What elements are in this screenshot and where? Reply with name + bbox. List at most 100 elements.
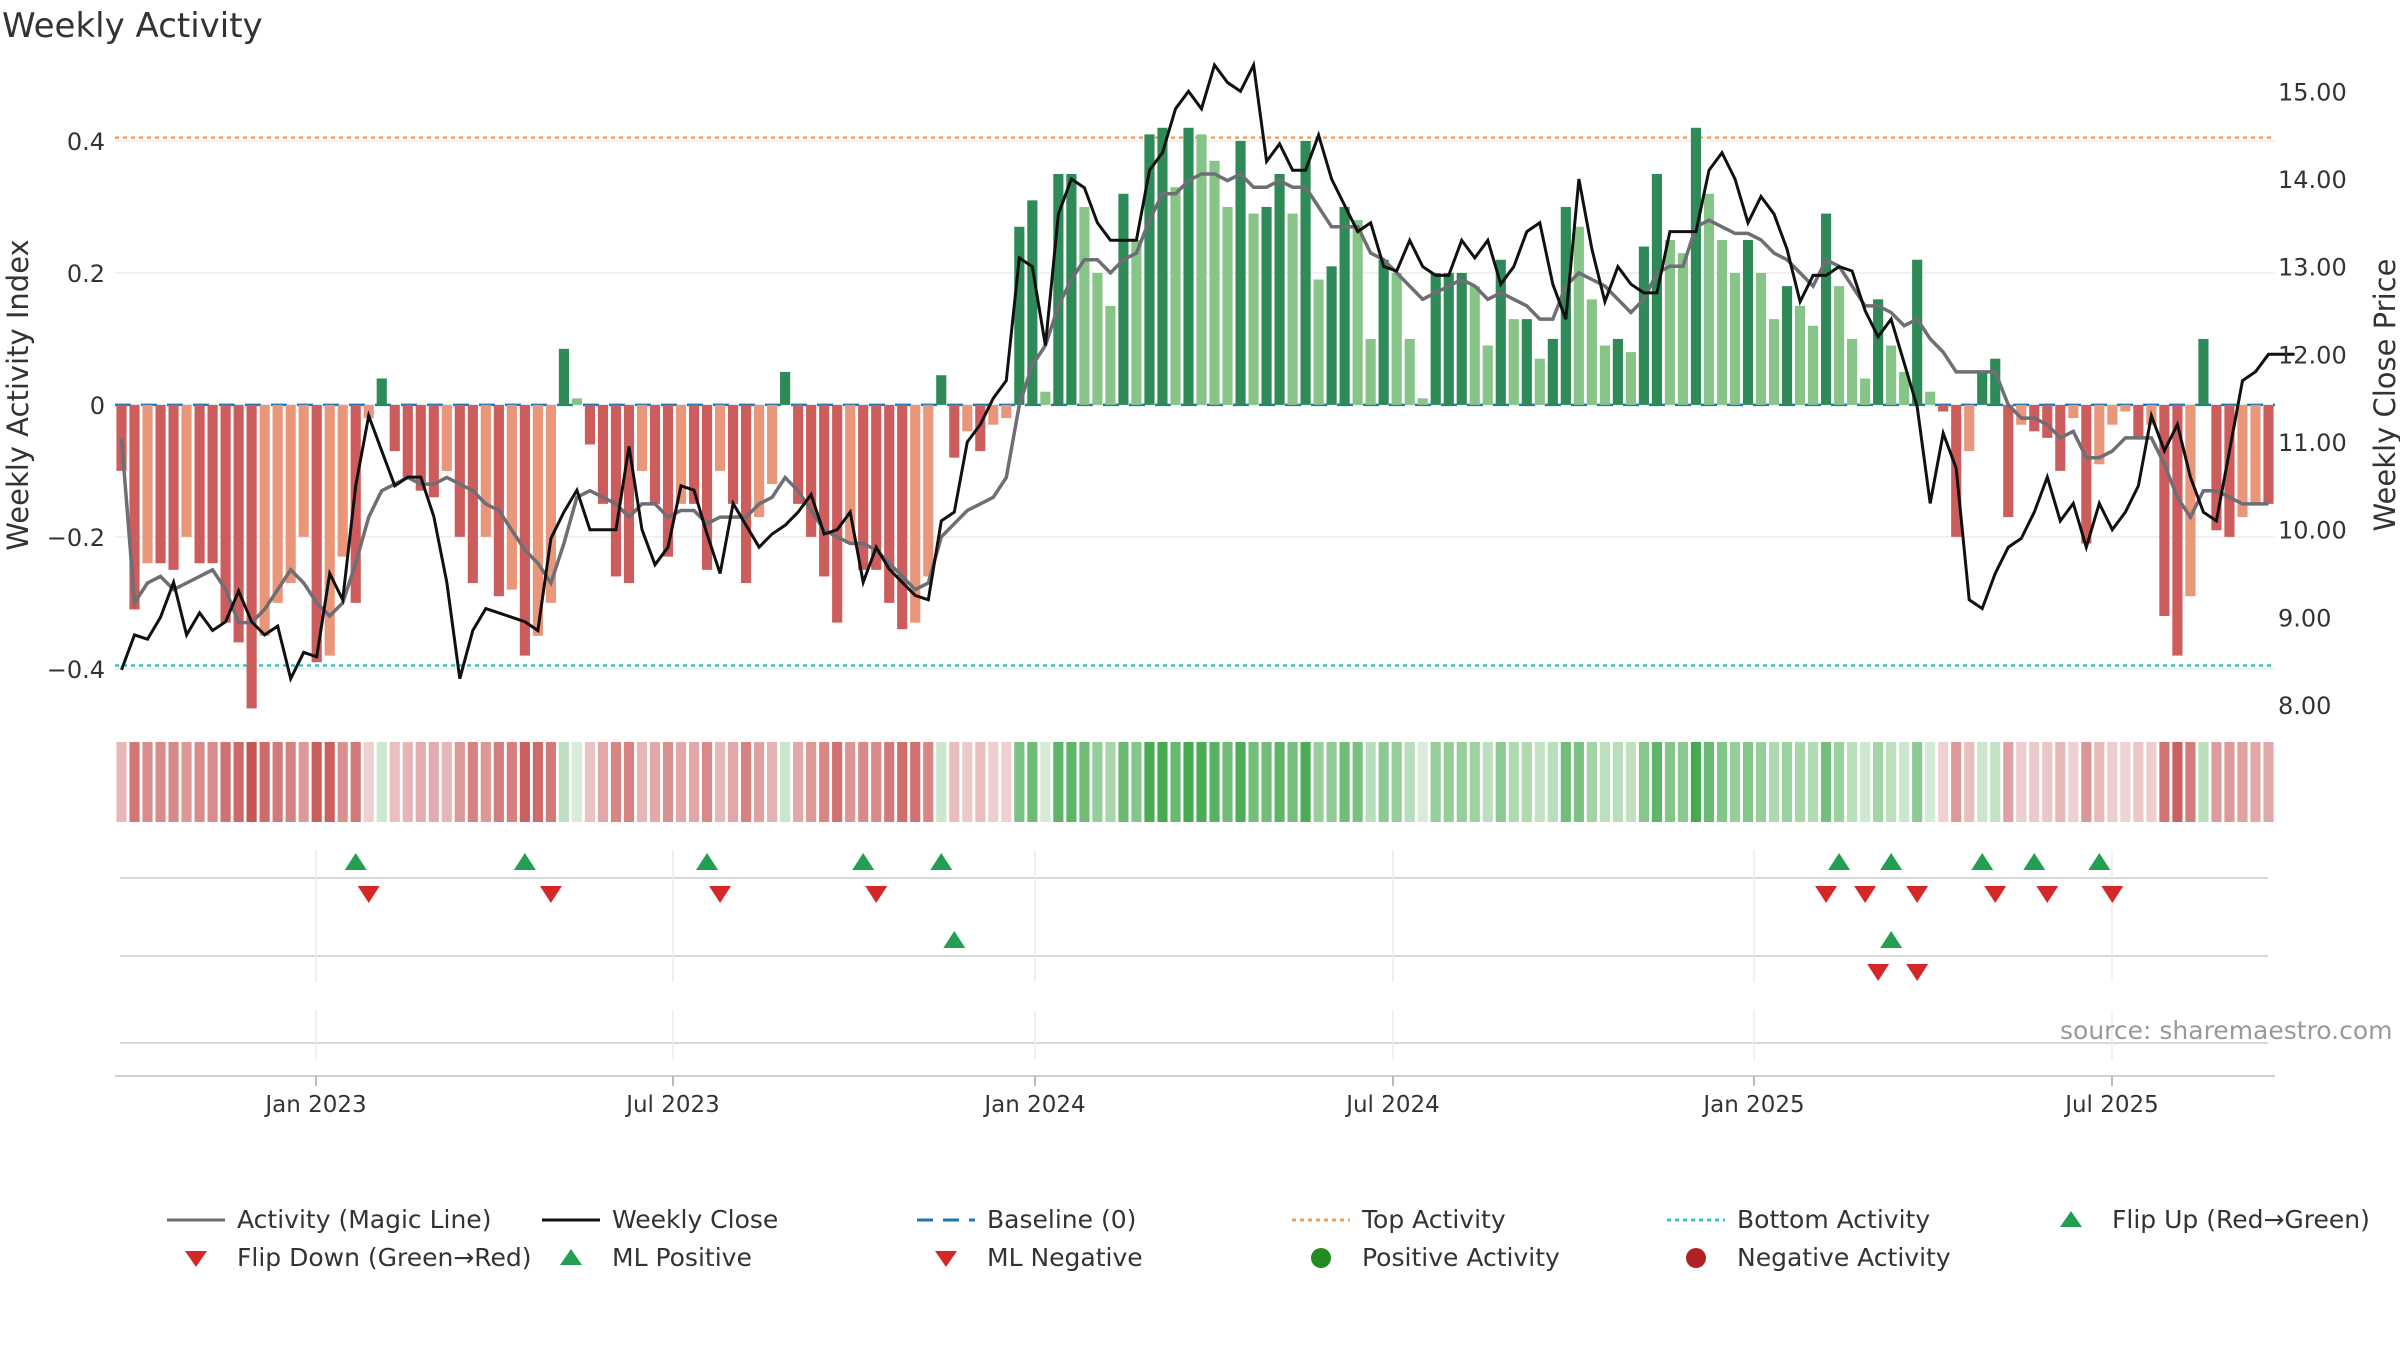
heat-cell xyxy=(701,742,713,822)
heat-cell xyxy=(1196,742,1207,822)
heat-cell xyxy=(480,742,491,822)
heat-cell xyxy=(1664,742,1676,822)
heat-cell xyxy=(1417,742,1428,822)
heat-cell xyxy=(1886,742,1897,822)
heat-cell xyxy=(311,742,322,822)
heat-cell xyxy=(884,742,895,822)
activity-bar xyxy=(1430,272,1441,405)
heat-cell xyxy=(1755,742,1767,822)
activity-bar xyxy=(389,404,400,452)
activity-bar xyxy=(1183,127,1194,405)
heat-cell xyxy=(545,742,556,822)
flip-down-marker xyxy=(539,886,562,903)
heat-cell xyxy=(246,742,257,822)
activity-bar xyxy=(1014,226,1025,405)
activity-bar xyxy=(285,404,296,584)
activity-bar xyxy=(1625,352,1636,405)
heat-cell xyxy=(350,742,361,822)
x-tick-label: Jul 2024 xyxy=(1344,1092,1440,1118)
activity-heat-strip xyxy=(116,742,2274,822)
heat-cell xyxy=(142,742,153,822)
heat-cell xyxy=(2237,742,2248,822)
heat-cell xyxy=(1677,742,1689,822)
activity-bar xyxy=(1912,259,1923,405)
activity-bar xyxy=(741,404,752,584)
heat-cell xyxy=(2185,742,2196,822)
heat-cell xyxy=(1027,742,1038,822)
heat-cell xyxy=(2003,742,2014,822)
flip-markers xyxy=(344,853,2124,981)
y-right-axis-title: Weekly Close Price xyxy=(2368,259,2400,532)
heat-cell xyxy=(1378,742,1389,822)
heat-cell xyxy=(1638,742,1649,822)
reference-lines xyxy=(115,136,2275,667)
activity-bar xyxy=(2094,404,2105,465)
activity-bar xyxy=(1066,173,1077,405)
activity-bar xyxy=(2159,404,2170,617)
heat-cell xyxy=(793,742,804,822)
legend-item-top-activity: Top Activity xyxy=(1290,1205,1506,1234)
heat-cell xyxy=(1521,742,1532,822)
magic-line-series xyxy=(119,171,2269,625)
heat-cell xyxy=(767,742,778,822)
activity-bar xyxy=(988,404,999,425)
legend-item-weekly-close: Weekly Close xyxy=(540,1205,778,1234)
heat-cell xyxy=(1599,742,1610,822)
x-tick-label: Jan 2025 xyxy=(1701,1092,1804,1118)
heat-cell xyxy=(1794,742,1806,822)
legend-swatch-dashed xyxy=(915,1208,977,1232)
heat-cell xyxy=(845,742,856,822)
activity-bar xyxy=(2107,404,2118,425)
heat-cell xyxy=(298,742,309,822)
activity-bar xyxy=(832,404,843,623)
activity-bar xyxy=(1716,239,1728,405)
activity-bar xyxy=(1599,345,1610,405)
activity-bar xyxy=(858,404,869,570)
activity-bar xyxy=(519,404,530,656)
heat-cell xyxy=(1079,742,1090,822)
flip-up-marker xyxy=(344,853,367,870)
heat-cell xyxy=(1925,742,1936,822)
activity-bar xyxy=(1118,193,1129,405)
heat-cell xyxy=(1742,742,1754,822)
activity-bar xyxy=(324,404,335,656)
circle-green-icon xyxy=(1290,1246,1352,1270)
heat-cell xyxy=(376,742,387,822)
heat-cell xyxy=(584,742,596,822)
activity-bar xyxy=(1131,239,1142,405)
heat-cell xyxy=(1586,742,1597,822)
activity-bar xyxy=(1365,338,1376,405)
legend-item-flip-down: Flip Down (Green→Red) xyxy=(165,1243,532,1272)
heat-cell xyxy=(1469,742,1480,822)
flip-up-marker xyxy=(696,853,719,870)
heat-cell xyxy=(1248,742,1259,822)
x-tick-label: Jan 2024 xyxy=(982,1092,1085,1118)
heat-cell xyxy=(1287,742,1298,822)
heat-cell xyxy=(1768,742,1780,822)
activity-bar xyxy=(220,404,231,623)
activity-bar xyxy=(962,404,973,432)
flip-down-marker xyxy=(709,886,732,903)
activity-bar xyxy=(2120,404,2131,412)
weekly-activity-chart: 0.4 0.2 0 −0.2 −0.4 15.00 14.00 13.00 12.00 11.00… xyxy=(1,59,2400,1118)
activity-bar xyxy=(1222,206,1233,405)
grid xyxy=(115,140,2275,1060)
activity-bar xyxy=(1443,272,1454,405)
heat-cell xyxy=(324,742,335,822)
legend-label: Flip Down (Green→Red) xyxy=(237,1243,532,1272)
triangle-down-icon xyxy=(165,1246,227,1270)
chart-title: Weekly Activity xyxy=(2,6,263,46)
heat-cell xyxy=(2081,742,2092,822)
heat-cell xyxy=(858,742,869,822)
flip-up-marker xyxy=(1828,853,1851,870)
activity-bar xyxy=(272,404,283,603)
heat-cell xyxy=(741,742,752,822)
flip-up-marker xyxy=(930,853,953,870)
legend-swatch-line xyxy=(540,1208,602,1232)
activity-bar xyxy=(2237,404,2248,518)
heat-cell xyxy=(2107,742,2118,822)
heat-cell xyxy=(1157,742,1168,822)
flip-down-marker xyxy=(357,886,380,903)
activity-bar xyxy=(1040,391,1051,405)
heat-cell xyxy=(337,742,348,822)
